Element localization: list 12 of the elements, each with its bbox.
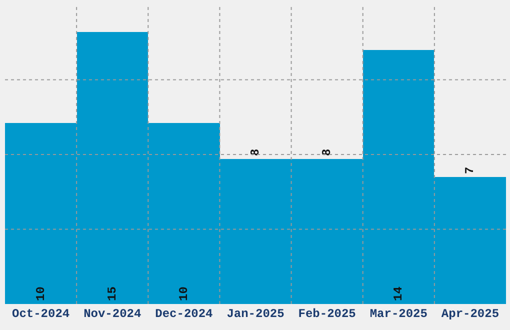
- data-label: 10: [34, 286, 48, 301]
- x-tick-label: Jan-2025: [226, 307, 284, 321]
- data-label: 7: [463, 166, 477, 174]
- x-tick-label: Dec-2024: [155, 307, 213, 321]
- x-tick-label: Nov-2024: [84, 307, 142, 321]
- x-tick-label: Mar-2025: [370, 307, 428, 321]
- data-label: 15: [106, 286, 120, 301]
- x-tick-label: Oct-2024: [12, 307, 70, 321]
- data-label: 10: [177, 286, 191, 301]
- data-label: 14: [392, 286, 406, 301]
- x-tick-label: Feb-2025: [298, 307, 356, 321]
- x-tick-label: Apr-2025: [441, 307, 500, 321]
